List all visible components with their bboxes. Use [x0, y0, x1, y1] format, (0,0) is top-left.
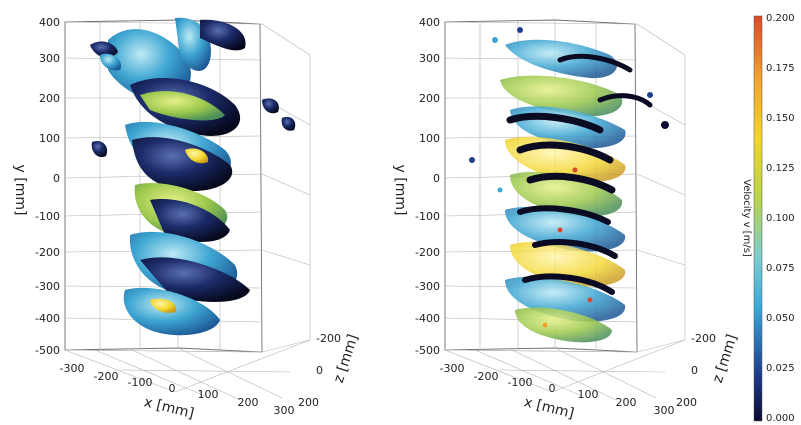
- right-y-tick: 400: [419, 16, 440, 29]
- left-x-tick: 0: [169, 382, 176, 395]
- colorbar-tick: 0.025: [766, 363, 795, 374]
- left-z-ticks: -200 0 200: [298, 332, 341, 409]
- right-y-tick: -300: [415, 280, 440, 293]
- left-x-tick: 200: [238, 396, 259, 409]
- right-y-tick: -100: [415, 210, 440, 223]
- left-y-tick: 100: [39, 132, 60, 145]
- left-y-tick: 300: [39, 52, 60, 65]
- left-y-tick: -400: [35, 312, 60, 325]
- right-panel: 400 300 200 100 0 -100 -200 -300 -400 -5…: [392, 16, 741, 422]
- right-x-tick: -100: [508, 376, 533, 389]
- right-x-ticks: -300 -200 -100 0 100 200 300: [440, 362, 675, 417]
- left-y-tick: 0: [53, 172, 60, 185]
- right-x-axis-label: x [mm]: [522, 394, 575, 422]
- left-z-tick: -200: [316, 332, 341, 345]
- right-x-tick: 100: [578, 388, 599, 401]
- left-x-tick: 100: [198, 388, 219, 401]
- left-x-tick: -100: [128, 376, 153, 389]
- right-y-ticks: 400 300 200 100 0 -100 -200 -300 -400 -5…: [415, 16, 440, 357]
- colorbar-tick: 0.000: [766, 413, 795, 424]
- right-y-tick: -400: [415, 312, 440, 325]
- right-y-tick: 200: [419, 92, 440, 105]
- left-isosurfaces: [90, 17, 296, 336]
- right-z-tick: 0: [691, 364, 698, 377]
- right-z-ticks: -200 0 200: [676, 332, 716, 409]
- colorbar-tick: 0.075: [766, 263, 795, 274]
- colorbar-title: Velocity v [m/s]: [741, 179, 752, 257]
- left-x-tick: 300: [274, 404, 295, 417]
- right-x-tick: -200: [474, 370, 499, 383]
- left-y-tick: 400: [39, 16, 60, 29]
- left-x-ticks: -300 -200 -100 0 100 200 300: [60, 362, 295, 417]
- colorbar-ticks: 0.200 0.175 0.150 0.125 0.100 0.075 0.05…: [766, 13, 795, 424]
- colorbar-tick: 0.125: [766, 163, 795, 174]
- left-y-axis-label: y [mm]: [12, 165, 28, 216]
- right-y-tick: 300: [419, 52, 440, 65]
- left-x-tick: -200: [94, 370, 119, 383]
- left-y-tick: -500: [35, 344, 60, 357]
- left-z-tick: 0: [316, 364, 323, 377]
- right-x-tick: 200: [616, 396, 637, 409]
- right-y-tick: -200: [415, 246, 440, 259]
- left-y-tick: -300: [35, 280, 60, 293]
- colorbar-gradient: [753, 15, 763, 422]
- left-y-tick: -100: [35, 210, 60, 223]
- left-y-tick: -200: [35, 246, 60, 259]
- left-y-ticks: 400 300 200 100 0 -100 -200 -300 -400 -5…: [35, 16, 60, 357]
- right-isosurfaces: [469, 27, 669, 343]
- left-panel: 400 300 200 100 0 -100 -200 -300 -400 -5…: [12, 16, 362, 422]
- left-x-axis-label: x [mm]: [142, 394, 195, 422]
- colorbar: 0.200 0.175 0.150 0.125 0.100 0.075 0.05…: [741, 13, 795, 424]
- colorbar-tick: 0.100: [766, 213, 795, 224]
- right-x-tick: -300: [440, 362, 465, 375]
- left-z-tick: 200: [298, 396, 319, 409]
- left-x-tick: -300: [60, 362, 85, 375]
- colorbar-tick: 0.200: [766, 13, 795, 24]
- right-y-tick: -500: [415, 344, 440, 357]
- right-y-axis-label: y [mm]: [392, 165, 408, 216]
- colorbar-tick: 0.175: [766, 63, 795, 74]
- colorbar-tick: 0.050: [766, 313, 795, 324]
- colorbar-tick: 0.150: [766, 113, 795, 124]
- left-y-tick: 200: [39, 92, 60, 105]
- right-y-tick: 0: [433, 172, 440, 185]
- right-y-tick: 100: [419, 132, 440, 145]
- right-z-tick: -200: [691, 332, 716, 345]
- right-z-tick: 200: [676, 396, 697, 409]
- right-x-tick: 0: [549, 382, 556, 395]
- right-x-tick: 300: [654, 404, 675, 417]
